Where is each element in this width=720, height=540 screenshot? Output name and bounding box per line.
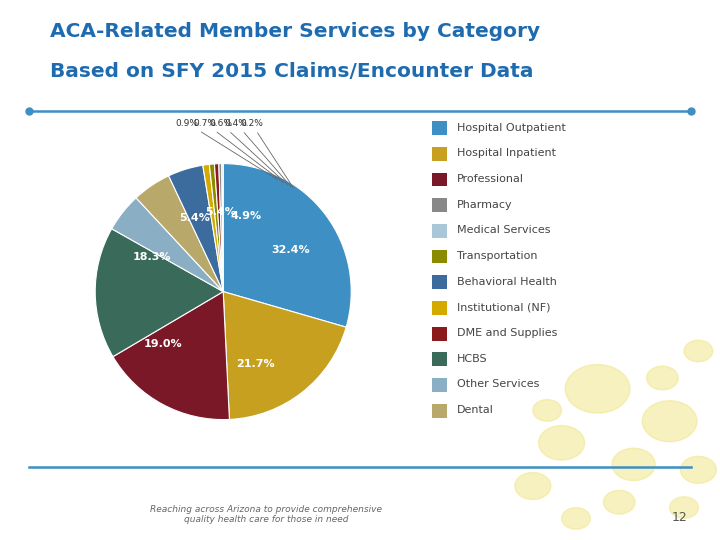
Text: 21.7%: 21.7% bbox=[237, 359, 275, 369]
Text: Based on SFY 2015 Claims/Encounter Data: Based on SFY 2015 Claims/Encounter Data bbox=[50, 62, 534, 81]
Wedge shape bbox=[210, 164, 223, 292]
Text: 0.9%: 0.9% bbox=[176, 119, 277, 180]
Text: Dental: Dental bbox=[456, 405, 493, 415]
Bar bbox=[432, 301, 447, 315]
Wedge shape bbox=[112, 198, 223, 292]
Text: Other Services: Other Services bbox=[456, 380, 539, 389]
Bar bbox=[432, 122, 447, 135]
Text: 4.9%: 4.9% bbox=[230, 211, 261, 221]
Wedge shape bbox=[113, 292, 230, 420]
Bar bbox=[432, 147, 447, 161]
Circle shape bbox=[562, 508, 590, 529]
Circle shape bbox=[565, 364, 630, 413]
Wedge shape bbox=[219, 164, 223, 292]
Text: HCBS: HCBS bbox=[456, 354, 487, 364]
Text: 0.7%: 0.7% bbox=[194, 119, 283, 183]
Bar bbox=[432, 327, 447, 341]
Circle shape bbox=[539, 426, 585, 460]
Text: 5.4%: 5.4% bbox=[205, 207, 236, 217]
Wedge shape bbox=[222, 164, 223, 292]
Text: Professional: Professional bbox=[456, 174, 523, 184]
Text: Pharmacy: Pharmacy bbox=[456, 200, 512, 210]
Wedge shape bbox=[223, 164, 351, 327]
Text: Hospital Inpatient: Hospital Inpatient bbox=[456, 148, 556, 158]
Wedge shape bbox=[223, 292, 346, 420]
Text: Medical Services: Medical Services bbox=[456, 225, 550, 235]
Bar bbox=[432, 224, 447, 238]
Bar bbox=[432, 249, 447, 264]
Text: 5.4%: 5.4% bbox=[179, 213, 210, 222]
Text: Transportation: Transportation bbox=[456, 251, 537, 261]
Circle shape bbox=[612, 448, 655, 481]
Circle shape bbox=[670, 497, 698, 518]
Circle shape bbox=[533, 400, 562, 421]
Circle shape bbox=[647, 366, 678, 390]
Bar bbox=[432, 173, 447, 186]
Text: 18.3%: 18.3% bbox=[132, 252, 171, 262]
Bar bbox=[432, 404, 447, 417]
Bar bbox=[432, 378, 447, 392]
Text: Reaching across Arizona to provide comprehensive
quality health care for those i: Reaching across Arizona to provide compr… bbox=[150, 505, 382, 524]
Wedge shape bbox=[168, 165, 223, 292]
Text: 19.0%: 19.0% bbox=[144, 339, 183, 349]
Circle shape bbox=[642, 401, 697, 442]
Bar bbox=[432, 353, 447, 366]
Text: Institutional (NF): Institutional (NF) bbox=[456, 302, 550, 312]
Text: 0.6%: 0.6% bbox=[209, 119, 288, 185]
Circle shape bbox=[603, 490, 635, 514]
Text: 0.4%: 0.4% bbox=[225, 119, 291, 187]
Bar bbox=[432, 275, 447, 289]
Text: 32.4%: 32.4% bbox=[271, 245, 310, 255]
Bar bbox=[432, 198, 447, 212]
Text: ACA-Related Member Services by Category: ACA-Related Member Services by Category bbox=[50, 22, 541, 40]
Circle shape bbox=[684, 340, 713, 362]
Text: DME and Supplies: DME and Supplies bbox=[456, 328, 557, 338]
Wedge shape bbox=[136, 176, 223, 292]
Text: Behavioral Health: Behavioral Health bbox=[456, 276, 557, 287]
Wedge shape bbox=[203, 164, 223, 292]
Circle shape bbox=[680, 456, 716, 483]
Text: Hospital Outpatient: Hospital Outpatient bbox=[456, 123, 565, 132]
Wedge shape bbox=[95, 229, 223, 356]
Text: 12: 12 bbox=[672, 511, 688, 524]
Circle shape bbox=[515, 472, 551, 500]
Wedge shape bbox=[215, 164, 223, 292]
Text: 0.2%: 0.2% bbox=[240, 119, 293, 188]
